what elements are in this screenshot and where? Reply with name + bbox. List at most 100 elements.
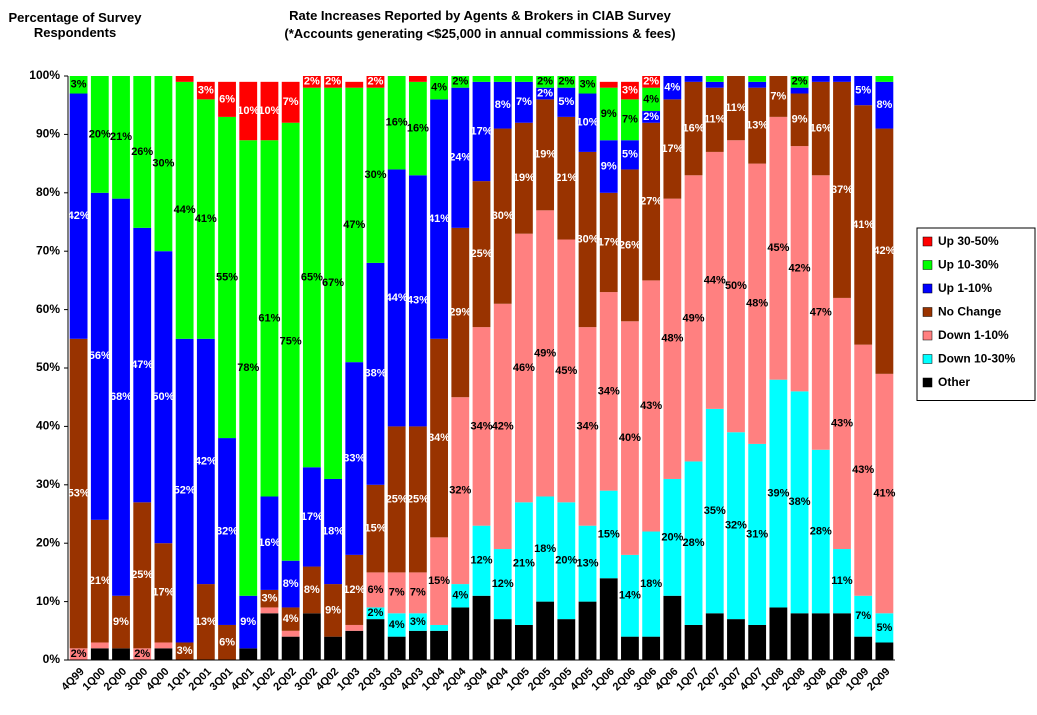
data-label: 48%: [746, 298, 768, 310]
bar-segment: [642, 531, 661, 637]
x-tick-label: 1Q02: [250, 666, 278, 694]
data-label: 14%: [619, 590, 641, 602]
bar-segment: [705, 76, 724, 82]
data-label: 16%: [407, 122, 429, 134]
bar-segment: [854, 636, 873, 660]
data-label: 67%: [322, 277, 344, 289]
bar-segment: [663, 76, 682, 100]
bar-segment: [302, 566, 321, 614]
y-axis-title: Percentage of Survey Respondents: [8, 10, 142, 40]
legend-label: Up 10-30%: [938, 258, 999, 272]
data-label: 13%: [195, 616, 217, 628]
data-label: 21%: [555, 172, 577, 184]
data-label: 68%: [110, 391, 132, 403]
data-label: 12%: [492, 578, 514, 590]
y-tick-label: 90%: [36, 127, 60, 141]
bar-segment: [642, 280, 661, 532]
data-label: 17%: [301, 511, 323, 523]
bar-segment: [515, 122, 533, 234]
data-label: 15%: [428, 575, 450, 587]
bar-segment: [536, 87, 555, 100]
data-label: 12%: [343, 584, 365, 596]
bar-segment: [684, 175, 703, 462]
data-label: 10%: [258, 105, 280, 117]
legend-swatch: [922, 307, 933, 317]
bar-segment: [705, 408, 724, 614]
bar-segment: [430, 624, 448, 631]
data-label: 32%: [216, 525, 238, 537]
bar-segment: [366, 76, 385, 88]
bar-segment: [260, 589, 279, 608]
bar-segment: [599, 192, 618, 293]
bar-segment: [748, 87, 767, 164]
bar-segment: [854, 105, 873, 345]
bar-segment: [642, 111, 661, 123]
data-label: 7%: [283, 96, 299, 108]
data-label: 16%: [258, 537, 280, 549]
data-label: 21%: [110, 131, 132, 143]
data-label: 47%: [131, 359, 153, 371]
data-label: 46%: [513, 362, 535, 374]
x-tick-label: 3Q04: [462, 665, 490, 693]
data-label: 25%: [386, 493, 408, 505]
bar-segment: [154, 543, 173, 643]
data-label: 5%: [622, 149, 638, 161]
data-label: 4%: [283, 613, 299, 625]
x-tick-label: 2Q01: [186, 666, 214, 694]
data-label: 48%: [661, 333, 683, 345]
bar-segment: [642, 636, 661, 660]
bar-segment: [578, 525, 597, 602]
data-label: 7%: [410, 587, 426, 599]
data-label: 4%: [452, 590, 468, 602]
bar-segment: [281, 122, 300, 561]
bar-segment: [451, 76, 470, 88]
data-label: 9%: [601, 108, 617, 120]
data-label: 43%: [831, 417, 853, 429]
bar-segment: [536, 76, 555, 88]
bar-segment: [175, 338, 194, 643]
bar-segment: [811, 613, 830, 660]
bar-segment: [557, 116, 576, 240]
data-label: 47%: [343, 219, 365, 231]
bar-segment: [790, 391, 809, 614]
data-label: 44%: [704, 274, 726, 286]
x-tick-label: 4Q08: [823, 666, 851, 694]
legend-label: Down 1-10%: [938, 328, 1009, 342]
bar-segment: [451, 227, 470, 398]
x-tick-label: 1Q03: [335, 666, 363, 694]
bar-segment: [302, 467, 321, 567]
data-label: 10%: [577, 117, 599, 129]
bar-segment: [302, 87, 321, 468]
bar-segment: [154, 648, 173, 660]
bar-segment: [430, 99, 448, 339]
data-label: 17%: [661, 143, 683, 155]
y-tick-label: 10%: [36, 594, 60, 608]
bar-segment: [408, 426, 427, 573]
bar-segment: [790, 93, 809, 147]
bar-segment: [366, 607, 385, 620]
bar-segment: [684, 624, 703, 660]
data-label: 3%: [177, 645, 193, 657]
bar-segment: [727, 76, 745, 141]
data-label: 49%: [534, 347, 556, 359]
data-label: 3%: [622, 85, 638, 97]
data-label: 50%: [152, 391, 174, 403]
data-label: 32%: [449, 485, 471, 497]
bar-segment: [493, 303, 512, 550]
legend-box: [916, 227, 1036, 401]
bar-segment: [112, 648, 130, 660]
data-label: 4%: [431, 82, 447, 94]
data-label: 27%: [640, 195, 662, 207]
bar-segment: [154, 251, 173, 544]
legend-label: Up 1-10%: [938, 281, 992, 295]
bar-segment: [833, 549, 851, 614]
data-label: 21%: [89, 575, 111, 587]
data-label: 7%: [855, 610, 871, 622]
bar-segment: [366, 262, 385, 485]
bar-segment: [515, 81, 533, 123]
bar-segment: [218, 438, 236, 625]
data-label: 44%: [386, 292, 408, 304]
data-label: 44%: [174, 204, 196, 216]
